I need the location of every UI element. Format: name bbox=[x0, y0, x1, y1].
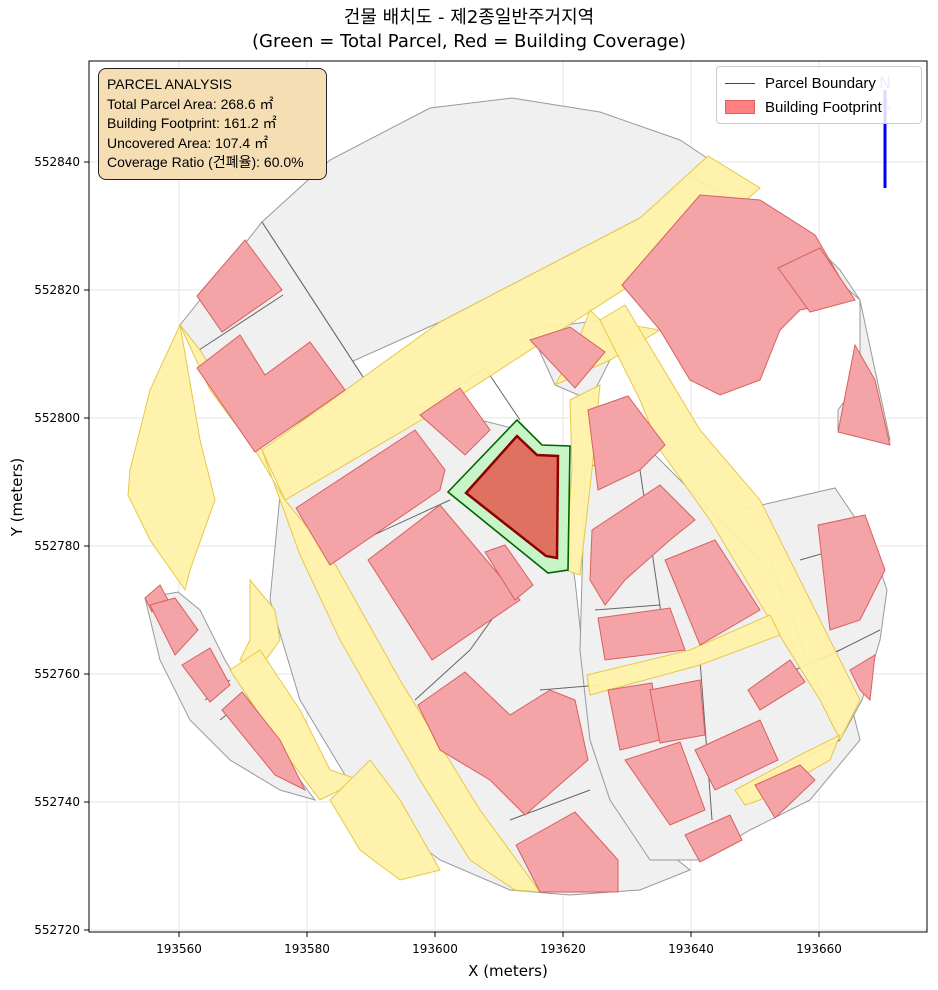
legend-item-building: Building Footprint bbox=[725, 96, 882, 118]
y-tick-label: 552840 bbox=[34, 155, 80, 169]
x-tick-label: 193560 bbox=[156, 942, 202, 956]
y-tick-label: 552760 bbox=[34, 667, 80, 681]
x-axis-label: X (meters) bbox=[468, 962, 548, 980]
legend-item-parcel: Parcel Boundary bbox=[725, 72, 876, 94]
context-buildings bbox=[144, 194, 891, 893]
title-line-1: 건물 배치도 - 제2종일반주거지역 bbox=[343, 7, 595, 28]
y-tick-label: 552740 bbox=[34, 795, 80, 809]
y-axis: 552840 552820 552800 552780 552760 55274… bbox=[8, 155, 89, 937]
x-tick-label: 193640 bbox=[668, 942, 714, 956]
info-heading: PARCEL ANALYSIS bbox=[107, 76, 233, 92]
x-tick-label: 193620 bbox=[540, 942, 586, 956]
legend: Parcel Boundary Building Footprint bbox=[716, 66, 922, 124]
x-tick-label: 193580 bbox=[284, 942, 330, 956]
parcel-line-swatch bbox=[725, 82, 755, 84]
info-coverage-ratio: Coverage Ratio (건폐율): 60.0% bbox=[107, 154, 304, 170]
plot-frame bbox=[88, 60, 928, 933]
info-uncovered-area: Uncovered Area: 107.4 ㎡ bbox=[107, 134, 269, 151]
x-tick-label: 193600 bbox=[412, 942, 458, 956]
chart-title: 건물 배치도 - 제2종일반주거지역 (Green = Total Parcel… bbox=[0, 6, 938, 54]
y-tick-label: 552800 bbox=[34, 411, 80, 425]
y-axis-label: Y (meters) bbox=[8, 458, 26, 538]
x-axis: 193560 193580 193600 193620 193640 19366… bbox=[156, 932, 842, 980]
y-tick-label: 552780 bbox=[34, 539, 80, 553]
title-line-2: (Green = Total Parcel, Red = Building Co… bbox=[251, 31, 687, 52]
subject-building-footprint bbox=[464, 434, 560, 560]
info-total-area: Total Parcel Area: 268.6 ㎡ bbox=[107, 95, 274, 112]
x-tick-label: 193660 bbox=[796, 942, 842, 956]
building-patch-swatch bbox=[725, 100, 755, 114]
y-tick-label: 552720 bbox=[34, 923, 80, 937]
legend-label-parcel: Parcel Boundary bbox=[765, 74, 876, 92]
legend-label-building: Building Footprint bbox=[765, 98, 882, 116]
info-building-footprint: Building Footprint: 161.2 ㎡ bbox=[107, 115, 277, 131]
y-tick-label: 552820 bbox=[34, 283, 80, 297]
parcel-analysis-box: PARCEL ANALYSIS Total Parcel Area: 268.6… bbox=[98, 68, 327, 180]
